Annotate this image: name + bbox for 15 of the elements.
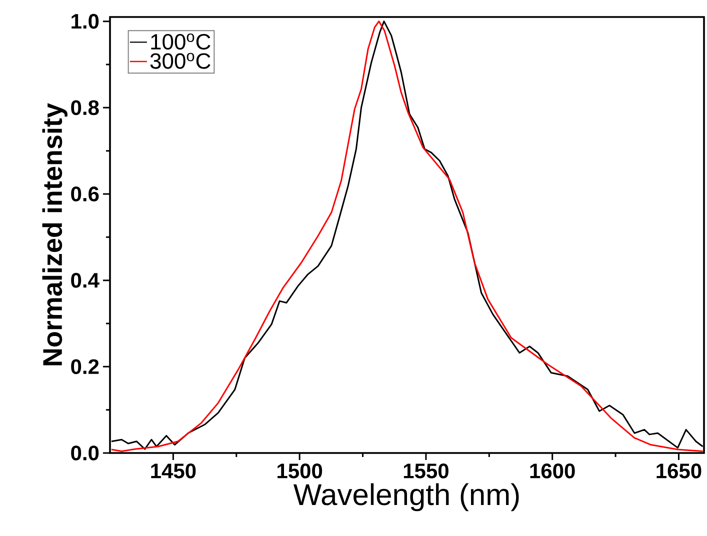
legend-label: 100$^{o}$C xyxy=(151,34,210,50)
y-axis-title: Normalized intensity xyxy=(42,103,68,366)
y-tick-label: 1.0 xyxy=(72,14,99,29)
x-tick-label: 1500 xyxy=(278,464,322,478)
y-tick-label: 0.8 xyxy=(71,100,99,116)
x-tick-label: 1650 xyxy=(656,464,702,478)
legend-label: 300$^{o}$C xyxy=(150,52,210,69)
x-tick-label: 1600 xyxy=(530,464,575,478)
x-axis-title: Wavelength (nm) xyxy=(293,483,519,512)
x-tick-label: 1450 xyxy=(151,464,196,478)
y-tick-label: 0.2 xyxy=(71,359,99,374)
x-tick-label: 1550 xyxy=(404,464,448,478)
y-tick-label: 0.4 xyxy=(71,272,100,288)
y-tick-label: 0.0 xyxy=(71,446,99,460)
y-tick-label: 0.6 xyxy=(71,186,99,202)
